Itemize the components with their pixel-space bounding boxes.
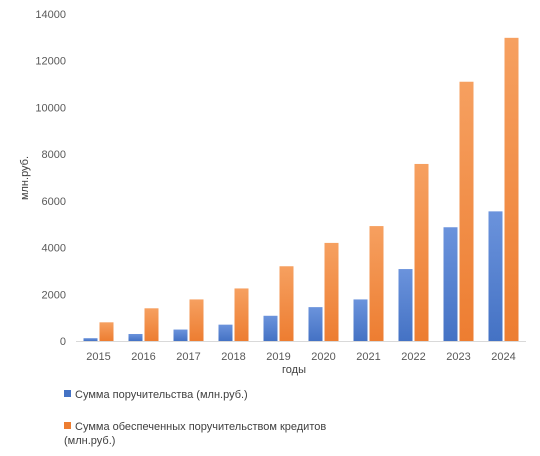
bar-2015-series-2 xyxy=(99,322,114,341)
y-tick-label: 12000 xyxy=(35,56,66,68)
x-axis-ticks: 2015 2016 2017 2018 2019 2020 2021 2022 2023 2024 xyxy=(86,351,515,363)
x-tick-label: 2018 xyxy=(221,351,245,363)
bar-2023-series-2 xyxy=(459,81,474,341)
bar-2016-series-2 xyxy=(144,308,159,341)
legend-item-series-2: Сумма обеспеченных поручительством креди… xyxy=(64,420,364,448)
bar-2023-series-1 xyxy=(443,227,458,341)
bar-2021-series-1 xyxy=(353,299,368,341)
bar-2017-series-1 xyxy=(173,329,188,341)
y-tick-label: 0 xyxy=(60,336,66,348)
bar-2016-series-1 xyxy=(128,333,143,341)
x-tick-label: 2015 xyxy=(86,351,110,363)
bar-2022-series-2 xyxy=(414,163,429,341)
x-tick-label: 2019 xyxy=(266,351,290,363)
bar-2022-series-1 xyxy=(398,269,413,341)
y-axis-title: млн.руб. xyxy=(19,156,31,200)
legend-item-series-1: Сумма поручительства (млн.руб.) xyxy=(64,388,248,402)
x-tick-label: 2016 xyxy=(131,351,155,363)
bar-2018-series-2 xyxy=(234,288,249,341)
y-tick-label: 10000 xyxy=(35,102,66,114)
y-tick-label: 6000 xyxy=(42,196,66,208)
y-tick-label: 8000 xyxy=(42,149,66,161)
bar-2024-series-1 xyxy=(488,211,503,341)
legend-swatch-orange xyxy=(64,422,71,429)
bar-2020-series-2 xyxy=(324,242,339,341)
bar-2019-series-2 xyxy=(279,266,294,341)
legend-label: Сумма обеспеченных поручительством креди… xyxy=(64,421,327,447)
bar-2020-series-1 xyxy=(308,307,323,341)
x-tick-label: 2017 xyxy=(176,351,200,363)
y-axis-ticks: 0 2000 4000 6000 8000 10000 12000 14000 xyxy=(35,9,66,348)
x-axis-title: годы xyxy=(282,364,306,376)
bars xyxy=(83,37,519,342)
bar-2015-series-1 xyxy=(83,338,98,341)
x-tick-label: 2022 xyxy=(401,351,425,363)
legend-swatch-blue xyxy=(64,390,71,397)
y-tick-label: 14000 xyxy=(35,9,66,21)
bar-2018-series-1 xyxy=(218,324,233,341)
x-tick-label: 2021 xyxy=(356,351,380,363)
bar-2024-series-2 xyxy=(504,37,519,342)
y-tick-label: 2000 xyxy=(42,289,66,301)
bar-2021-series-2 xyxy=(369,226,384,341)
y-tick-label: 4000 xyxy=(42,243,66,255)
x-tick-label: 2020 xyxy=(311,351,335,363)
legend-label: Сумма поручительства (млн.руб.) xyxy=(75,389,248,401)
x-tick-label: 2023 xyxy=(446,351,470,363)
x-tick-label: 2024 xyxy=(491,351,515,363)
bar-2017-series-2 xyxy=(189,299,204,341)
bar-2019-series-1 xyxy=(263,315,278,341)
